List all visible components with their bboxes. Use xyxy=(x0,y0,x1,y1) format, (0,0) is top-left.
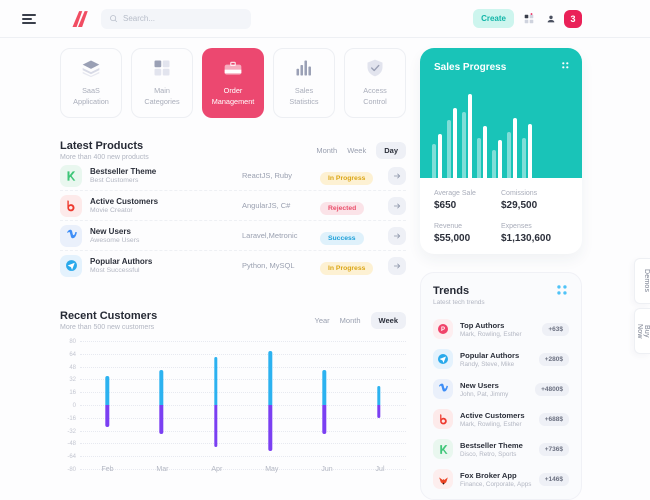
svg-text:P: P xyxy=(441,327,445,333)
